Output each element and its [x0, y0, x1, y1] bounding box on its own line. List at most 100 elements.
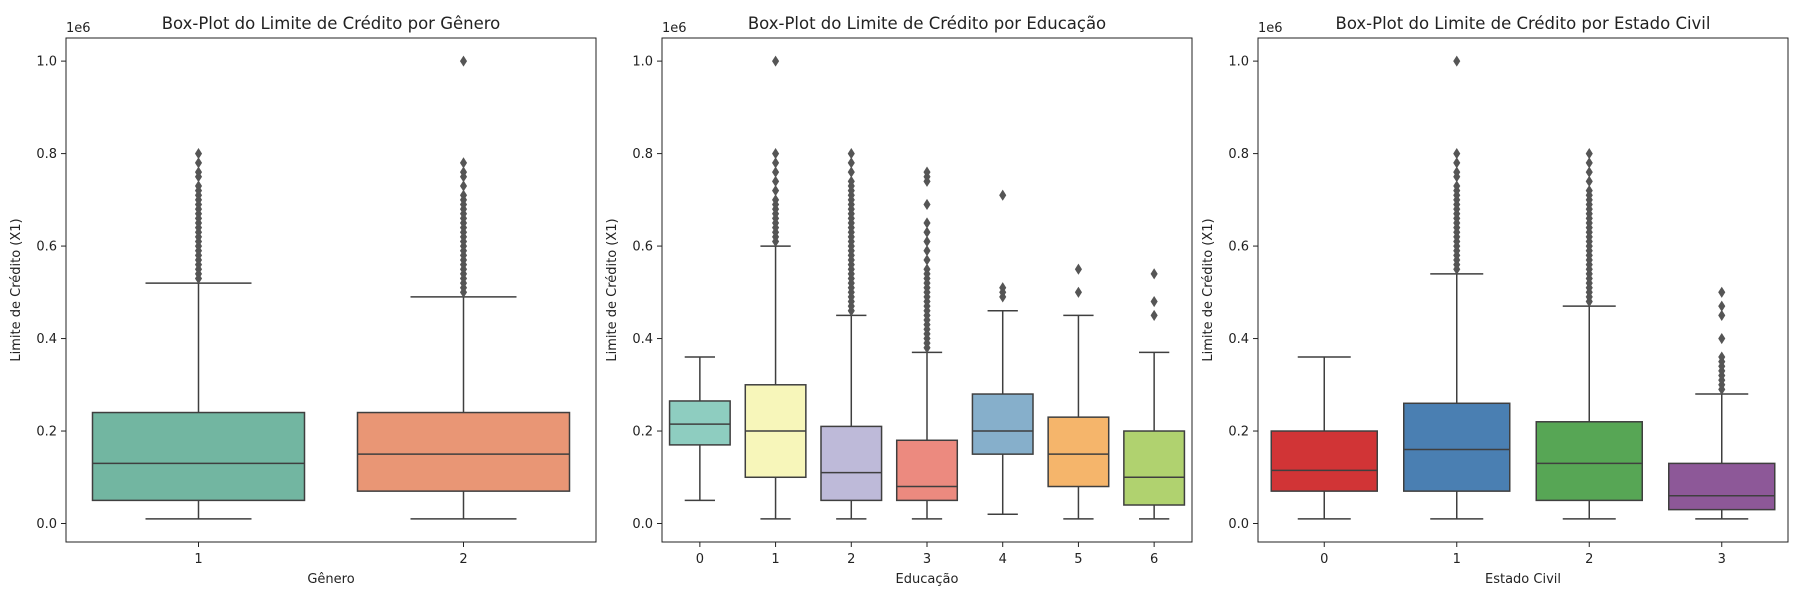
outlier-point: [459, 166, 468, 178]
outlier-point: [923, 166, 931, 178]
outlier-point: [847, 166, 855, 178]
x-tick-label: 1: [194, 552, 202, 567]
x-tick-label: 1: [1453, 552, 1461, 567]
y-tick-label: 0.2: [632, 425, 653, 440]
box-1: [744, 55, 807, 520]
y-tick-label: 0.0: [1228, 517, 1249, 532]
y-offset-text: 1e6: [1258, 21, 1283, 36]
y-tick-label: 1.0: [1228, 55, 1249, 70]
y-tick-label: 0.6: [632, 240, 653, 255]
x-tick-label: 3: [1718, 552, 1726, 567]
outlier-point: [847, 175, 855, 187]
y-offset-text: 1e6: [662, 21, 687, 36]
x-tick-label: 3: [923, 552, 931, 567]
outlier-point: [772, 55, 780, 67]
y-tick-label: 0.8: [36, 147, 57, 162]
outlier-point: [1453, 180, 1461, 192]
chart-title: Box-Plot do Limite de Crédito por Estado…: [1336, 14, 1711, 33]
box-1: [91, 148, 306, 520]
y-tick-label: 0.4: [632, 332, 653, 347]
outlier-point: [1453, 148, 1461, 160]
box-iqr: [1535, 421, 1643, 502]
outlier-point: [1150, 309, 1158, 321]
outlier-point: [1718, 332, 1726, 345]
x-tick-label: 2: [1585, 552, 1593, 567]
outlier-point: [1074, 286, 1082, 298]
panel-2: 0.0 0.2 0.4 0.6 0.8 1.0 0 1 2 3 4 5 6 1e6 Box-Plot do …: [605, 14, 1193, 587]
outlier-point: [1718, 300, 1726, 312]
outlier-point: [459, 189, 468, 201]
y-tick-label: 1.0: [632, 55, 653, 70]
box-2: [1535, 148, 1643, 520]
box-iqr: [1403, 402, 1511, 492]
outlier-point: [923, 263, 931, 275]
y-tick-label: 0.0: [36, 517, 57, 532]
y-axis-label: Limite de Crédito (X1): [605, 218, 620, 361]
outlier-point: [1585, 175, 1593, 187]
y-tick-label: 0.2: [1228, 425, 1249, 440]
outlier-point: [999, 189, 1007, 201]
y-tick-label: 0.8: [632, 147, 653, 162]
y-tick-label: 0.2: [36, 425, 57, 440]
panel-3: 0.0 0.2 0.4 0.6 0.8 1.0 0 1 2 3 1e6 Box-Plot do Lim…: [1201, 14, 1789, 587]
box-0: [1270, 356, 1378, 520]
outlier-point: [772, 194, 780, 206]
outlier-point: [847, 157, 855, 169]
y-tick-label: 0.4: [1228, 332, 1249, 347]
box-5: [1047, 263, 1110, 520]
outlier-point: [1150, 296, 1158, 308]
box-3: [895, 166, 959, 520]
x-tick-label: 2: [459, 552, 467, 567]
box-4: [971, 189, 1034, 516]
box-iqr: [1047, 416, 1110, 488]
box-2: [356, 55, 571, 520]
outlier-point: [772, 185, 780, 197]
box-iqr: [668, 400, 731, 446]
plot-frame: [1257, 37, 1789, 543]
y-offset-text: 1e6: [66, 21, 91, 36]
outlier-point: [1585, 148, 1593, 160]
outlier-point: [923, 198, 931, 211]
x-axis-label: Educação: [896, 572, 959, 587]
x-tick-label: 4: [999, 552, 1007, 567]
outlier-point: [1453, 55, 1461, 67]
x-tick-label: 5: [1074, 552, 1082, 567]
box-iqr: [820, 425, 883, 502]
outlier-point: [194, 166, 203, 178]
outlier-point: [1074, 263, 1082, 275]
y-tick-label: 0.0: [632, 517, 653, 532]
x-axis-label: Estado Civil: [1485, 572, 1561, 587]
y-tick-label: 1.0: [36, 55, 57, 70]
box-6: [1123, 268, 1186, 520]
outlier-point: [1585, 185, 1593, 197]
outlier-point: [923, 245, 931, 257]
y-tick-label: 0.6: [36, 240, 57, 255]
outlier-point: [1585, 166, 1593, 178]
outlier-point: [1718, 351, 1726, 363]
outlier-point: [459, 180, 468, 192]
outlier-point: [194, 180, 203, 192]
outlier-point: [847, 148, 855, 160]
outlier-point: [999, 282, 1007, 294]
outlier-point: [1718, 309, 1726, 321]
outlier-point: [772, 175, 780, 187]
outlier-point: [1150, 268, 1158, 280]
box-iqr: [91, 411, 306, 502]
y-tick-label: 0.4: [36, 332, 57, 347]
chart-title: Box-Plot do Limite de Crédito por Gênero: [162, 14, 501, 33]
x-tick-label: 0: [696, 552, 704, 567]
box-iqr: [1668, 462, 1776, 511]
panel-1: 0.0 0.2 0.4 0.6 0.8 1.0 1 2 1e6 Box-Plot do Limit…: [9, 14, 597, 587]
outlier-point: [459, 55, 468, 67]
y-tick-label: 0.6: [1228, 240, 1249, 255]
x-tick-label: 1: [771, 552, 779, 567]
outlier-point: [923, 235, 931, 248]
box-0: [668, 356, 731, 502]
box-iqr: [1270, 430, 1378, 492]
box-iqr: [1123, 430, 1186, 506]
x-axis-label: Gênero: [307, 572, 354, 587]
box-iqr: [356, 411, 571, 492]
outlier-point: [923, 254, 931, 266]
box-iqr: [895, 439, 959, 502]
